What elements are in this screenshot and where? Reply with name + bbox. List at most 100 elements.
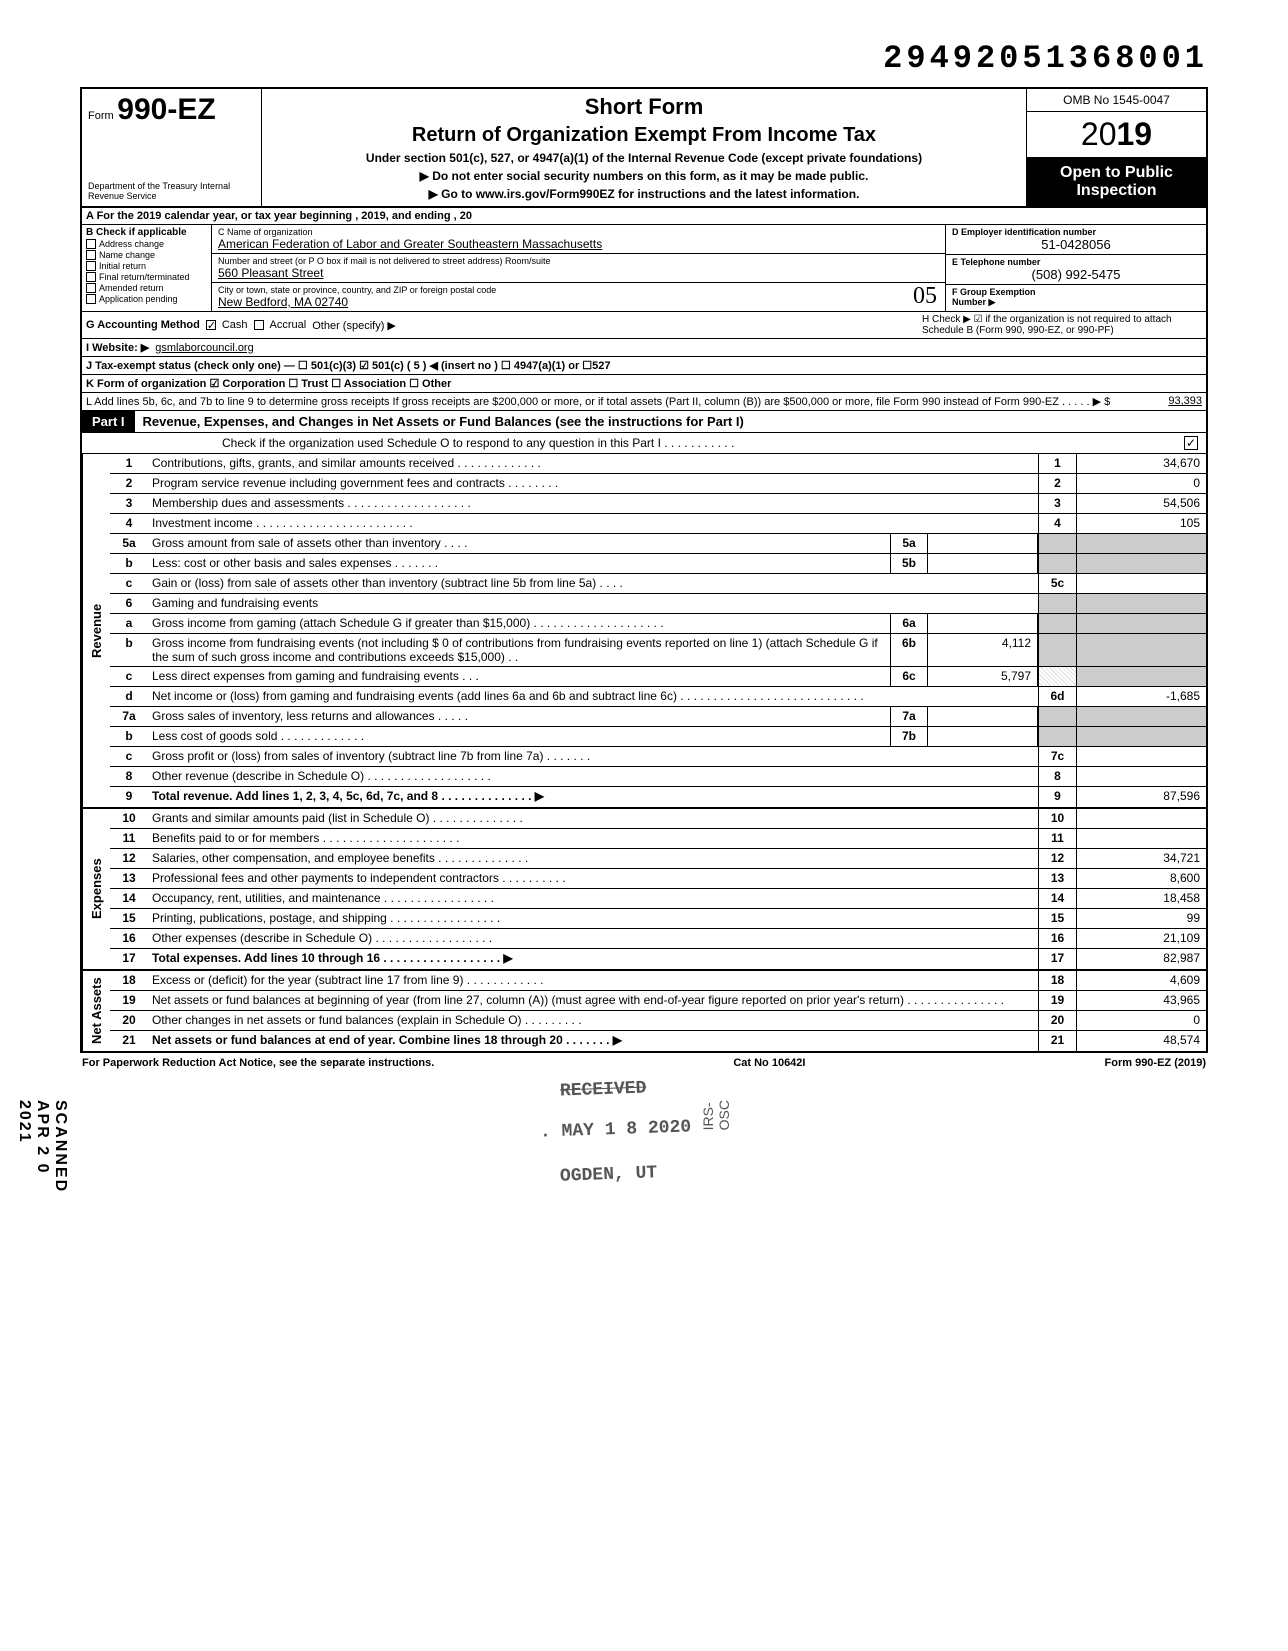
line-9-desc: Total revenue. Add lines 1, 2, 3, 4, 5c,… [148, 787, 1038, 807]
row-a-calendar-year: A For the 2019 calendar year, or tax yea… [82, 208, 1206, 225]
line-6d-desc: Net income or (loss) from gaming and fun… [148, 687, 1038, 706]
org-name: American Federation of Labor and Greater… [218, 237, 939, 251]
section-net-assets: Net Assets 18Excess or (deficit) for the… [82, 971, 1206, 1051]
chk-name-change[interactable] [86, 250, 96, 260]
line-14-val: 18,458 [1076, 889, 1206, 908]
line-13-val: 8,600 [1076, 869, 1206, 888]
chk-cash[interactable] [206, 320, 216, 330]
part-1-label: Part I [82, 411, 135, 432]
tax-year: 2019 [1027, 112, 1206, 158]
row-g-accounting: G Accounting Method Cash Accrual Other (… [82, 312, 1206, 339]
line-6b-desc: Gross income from fundraising events (no… [148, 634, 890, 666]
row-g-label: G Accounting Method [86, 319, 200, 331]
line-13-desc: Professional fees and other payments to … [148, 869, 1038, 888]
part-1-check-box[interactable]: ✓ [1184, 436, 1198, 450]
city-label: City or town, state or province, country… [218, 285, 939, 295]
net-assets-label: Net Assets [82, 971, 110, 1051]
line-8-desc: Other revenue (describe in Schedule O) .… [148, 767, 1038, 786]
line-20-desc: Other changes in net assets or fund bala… [148, 1011, 1038, 1030]
ein-label: D Employer identification number [952, 227, 1200, 237]
line-10-val [1076, 809, 1206, 828]
stamp-received: RECEIVED [560, 1078, 647, 1101]
line-10-desc: Grants and similar amounts paid (list in… [148, 809, 1038, 828]
dept-treasury: Department of the Treasury Internal Reve… [88, 182, 255, 202]
line-16-desc: Other expenses (describe in Schedule O) … [148, 929, 1038, 948]
col-de: D Employer identification number 51-0428… [946, 225, 1206, 311]
line-2-val: 0 [1076, 474, 1206, 493]
line-7b-desc: Less cost of goods sold . . . . . . . . … [148, 727, 890, 746]
stamp-irs-osc: IRS-OSC [700, 1100, 732, 1130]
row-l-gross-receipts: L Add lines 5b, 6c, and 7b to line 9 to … [82, 393, 1206, 411]
under-section: Under section 501(c), 527, or 4947(a)(1)… [268, 151, 1020, 165]
line-11-desc: Benefits paid to or for members . . . . … [148, 829, 1038, 848]
line-17-val: 82,987 [1076, 949, 1206, 969]
addr-label: Number and street (or P O box if mail is… [218, 256, 939, 266]
ssn-notice: ▶ Do not enter social security numbers o… [268, 169, 1020, 183]
website-label: I Website: ▶ [86, 341, 149, 354]
omb-number: OMB No 1545-0047 [1027, 89, 1206, 112]
row-h-schedule-b: H Check ▶ ☑ if the organization is not r… [922, 314, 1202, 336]
line-7c-val [1076, 747, 1206, 766]
lbl-pending: Application pending [99, 294, 178, 304]
chk-initial-return[interactable] [86, 261, 96, 271]
line-7b-mid [928, 727, 1038, 746]
row-k-text: K Form of organization ☑ Corporation ☐ T… [86, 377, 451, 390]
chk-address-change[interactable] [86, 239, 96, 249]
line-5c-desc: Gain or (loss) from sale of assets other… [148, 574, 1038, 593]
line-11-val [1076, 829, 1206, 848]
goto-link: ▶ Go to www.irs.gov/Form990EZ for instru… [268, 187, 1020, 201]
page-footer: For Paperwork Reduction Act Notice, see … [80, 1053, 1208, 1073]
row-l-value: 93,393 [1168, 395, 1202, 407]
col-b-check-applicable: B Check if applicable Address change Nam… [82, 225, 212, 311]
year-bold: 19 [1117, 116, 1153, 152]
chk-accrual[interactable] [254, 320, 264, 330]
line-14-desc: Occupancy, rent, utilities, and maintena… [148, 889, 1038, 908]
line-5b-mid [928, 554, 1038, 573]
line-6c-mid: 5,797 [928, 667, 1038, 686]
stamp-location: OGDEN, UT [560, 1163, 658, 1186]
part-1-title: Revenue, Expenses, and Changes in Net As… [135, 411, 752, 432]
form-number: 990-EZ [117, 93, 215, 126]
revenue-label: Revenue [82, 454, 110, 807]
return-title: Return of Organization Exempt From Incom… [268, 124, 1020, 147]
line-18-val: 4,609 [1076, 971, 1206, 990]
line-9-val: 87,596 [1076, 787, 1206, 807]
line-15-desc: Printing, publications, postage, and shi… [148, 909, 1038, 928]
lbl-name-change: Name change [99, 250, 155, 260]
section-expenses: Expenses 10Grants and similar amounts pa… [82, 809, 1206, 971]
line-6-desc: Gaming and fundraising events [148, 594, 1038, 613]
ein-value: 51-0428056 [952, 237, 1200, 252]
line-5c-val [1076, 574, 1206, 593]
line-21-val: 48,574 [1076, 1031, 1206, 1051]
row-j-tax-exempt: J Tax-exempt status (check only one) — ☐… [82, 357, 1206, 375]
line-12-val: 34,721 [1076, 849, 1206, 868]
col-c-org-info: C Name of organization American Federati… [212, 225, 946, 311]
chk-amended[interactable] [86, 283, 96, 293]
line-19-desc: Net assets or fund balances at beginning… [148, 991, 1038, 1010]
chk-final-return[interactable] [86, 272, 96, 282]
org-address: 560 Pleasant Street [218, 266, 939, 280]
line-5b-desc: Less: cost or other basis and sales expe… [148, 554, 890, 573]
line-21-desc: Net assets or fund balances at end of ye… [148, 1031, 1038, 1051]
footer-mid: Cat No 10642I [733, 1057, 805, 1069]
col-b-label: B Check if applicable [86, 227, 207, 238]
line-6b-mid: 4,112 [928, 634, 1038, 666]
section-revenue: Revenue 1Contributions, gifts, grants, a… [82, 454, 1206, 809]
group-label2: Number ▶ [952, 297, 1200, 308]
tel-label: E Telephone number [952, 257, 1200, 267]
chk-pending[interactable] [86, 294, 96, 304]
form-header: Form 990-EZ Department of the Treasury I… [82, 89, 1206, 208]
form-prefix: Form [88, 110, 114, 122]
org-city: New Bedford, MA 02740 [218, 295, 939, 309]
line-12-desc: Salaries, other compensation, and employ… [148, 849, 1038, 868]
short-form-title: Short Form [268, 94, 1020, 120]
line-17-desc: Total expenses. Add lines 10 through 16 … [148, 949, 1038, 969]
group-label: F Group Exemption [952, 287, 1200, 297]
footer-right: Form 990-EZ (2019) [1105, 1057, 1206, 1069]
lbl-other: Other (specify) ▶ [312, 319, 396, 332]
lbl-final-return: Final return/terminated [99, 272, 190, 282]
line-4-desc: Investment income . . . . . . . . . . . … [148, 514, 1038, 533]
line-3-val: 54,506 [1076, 494, 1206, 513]
open-label: Open to Public [1029, 164, 1204, 182]
line-6d-val: -1,685 [1076, 687, 1206, 706]
